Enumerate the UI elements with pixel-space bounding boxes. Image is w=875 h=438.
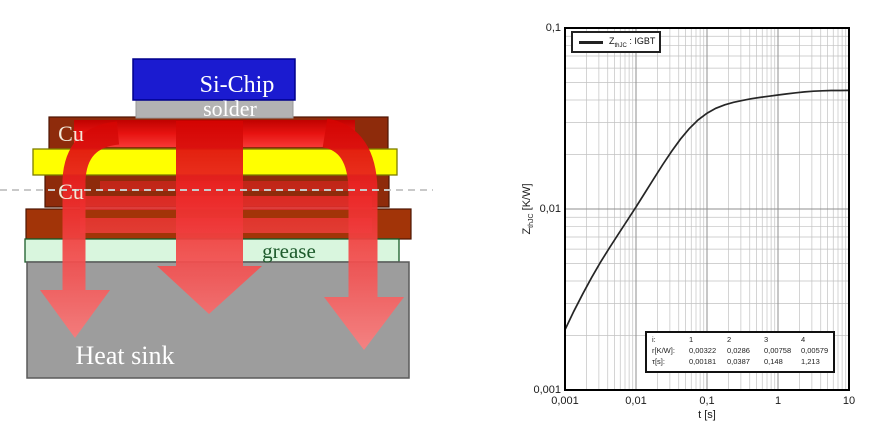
row-label-i: i: [652,335,656,344]
y-axis-symbol: Z [521,227,533,235]
table-row-resistance: r[K/W]: 0,00322 0,0286 0,00758 0,00579 [652,346,833,357]
legend-subscript: thJC [614,42,627,49]
x-tick-0.1: 0,1 [699,395,715,407]
x-tick-0.001: 0,001 [551,395,579,407]
legend-symbol: Z [609,35,615,46]
cell-tau-3: 0,148 [764,356,783,366]
cell-r-1: 0,00322 [689,345,717,355]
row-label-r: r[K/W]: [652,345,675,355]
cell-r-2: 0,0286 [727,345,750,355]
x-tick-1: 1 [774,395,782,407]
row-label-tau: τ[s]: [652,356,665,366]
foster-parameter-table: i: 1 2 3 4 r[K/W]: 0,00322 0,0286 0,0075… [645,331,835,373]
thermal-impedance-chart: 0,1 0,01 0,001 0,001 0,01 0,1 1 10 t [s]… [437,0,875,438]
heat-sink-label: Heat sink [76,341,175,370]
cell-i-2: 2 [727,335,732,344]
cell-r-4: 0,00579 [801,345,829,355]
heat-flow-arrows [40,118,404,350]
legend-line-sample [579,40,603,44]
y-axis-unit: [K/W] [521,183,533,214]
y-axis-title: ZthJC [K/W] [521,149,535,269]
y-tick-0.1: 0,1 [545,22,561,34]
heat-flow-arrow-right [321,118,378,302]
solder-label: solder [203,96,257,121]
heat-flow-arrow-center [176,121,243,269]
cell-i-3: 3 [764,335,769,344]
y-axis-subscript: thJC [528,213,536,228]
cell-i-1: 1 [689,335,694,344]
legend-entry-label: ZthJC : IGBT [609,36,655,49]
cell-i-4: 4 [801,335,806,344]
package-cross-section-diagram: Si-Chip solder Cu Cu grease Heat sink [0,58,433,379]
layer-si-chip [132,58,296,101]
table-row-index: i: 1 2 3 4 [652,335,833,346]
heat-flow-arrowhead-left [40,290,110,338]
cell-tau-4: 1,213 [801,356,820,366]
x-tick-10: 10 [842,395,856,407]
cu-bottom-label: Cu [58,179,84,204]
si-chip-label: Si-Chip [200,72,275,98]
cell-r-3: 0,00758 [764,345,792,355]
y-tick-0.01: 0,01 [539,203,561,215]
y-tick-0.001: 0,001 [533,384,561,396]
zth-curve [564,89,850,331]
legend-suffix: : IGBT [626,35,656,46]
cell-tau-1: 0,00181 [689,356,717,366]
x-axis-title: t [s] [698,409,716,421]
heat-flow-arrowhead-right [324,297,404,350]
x-tick-0.01: 0,01 [625,395,647,407]
cell-tau-2: 0,0387 [727,356,750,366]
plot-frame [564,27,850,391]
heat-flow-arrowhead-center [157,266,262,314]
chart-legend: ZthJC : IGBT [571,31,661,53]
heat-flow-arrow-left [62,121,120,297]
grease-label: grease [262,239,316,263]
cu-top-label: Cu [58,121,84,146]
table-row-tau: τ[s]: 0,00181 0,0387 0,148 1,213 [652,357,833,368]
